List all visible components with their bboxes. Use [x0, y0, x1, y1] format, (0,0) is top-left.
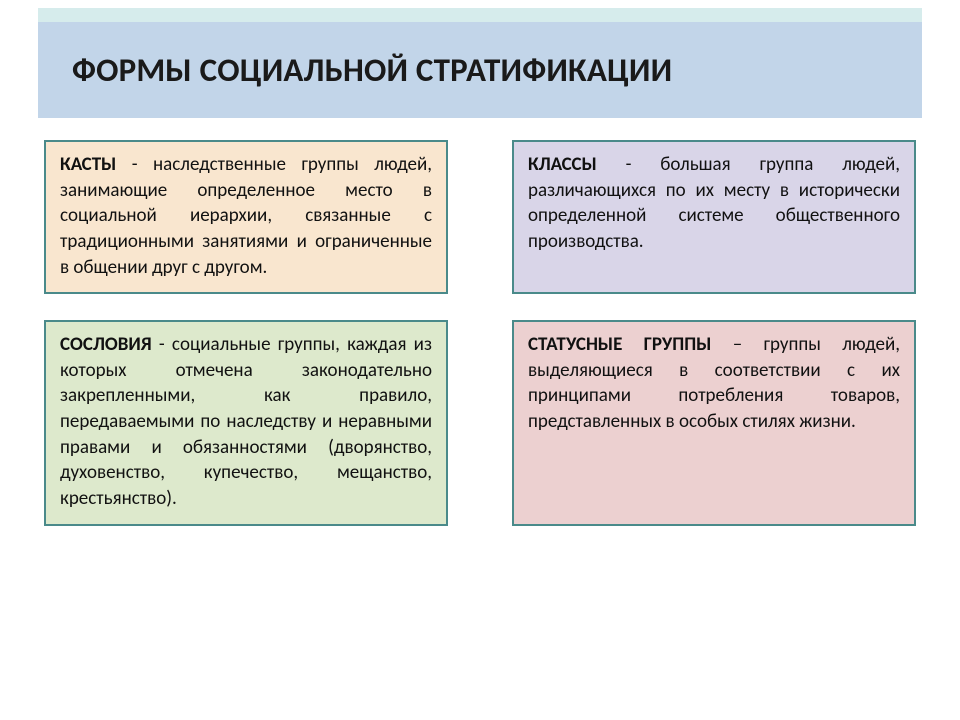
card-statusnye-gruppy: СТАТУСНЫЕ ГРУППЫ – группы людей, выделяю… [512, 320, 916, 525]
sep: – [711, 333, 763, 356]
title-bar: ФОРМЫ СОЦИАЛЬНОЙ СТРАТИФИКАЦИИ [38, 22, 922, 118]
card-kasty: КАСТЫ - наследственные группы людей, зан… [44, 140, 448, 294]
definition: социальные группы, каждая из которых отм… [60, 333, 432, 510]
card-sosloviya: СОСЛОВИЯ - социальные группы, каждая из … [44, 320, 448, 525]
term: КЛАССЫ [528, 153, 597, 176]
term: СТАТУСНЫЕ ГРУППЫ [528, 333, 711, 356]
card-grid: КАСТЫ - наследственные группы людей, зан… [38, 140, 922, 526]
accent-strip [38, 8, 922, 22]
term: КАСТЫ [60, 153, 116, 176]
slide: ФОРМЫ СОЦИАЛЬНОЙ СТРАТИФИКАЦИИ КАСТЫ - н… [0, 0, 960, 720]
sep: - [152, 333, 172, 356]
term: СОСЛОВИЯ [60, 333, 152, 356]
sep: - [116, 153, 153, 176]
sep: - [597, 153, 661, 176]
page-title: ФОРМЫ СОЦИАЛЬНОЙ СТРАТИФИКАЦИИ [72, 50, 902, 90]
card-klassy: КЛАССЫ - большая группа людей, различающ… [512, 140, 916, 294]
